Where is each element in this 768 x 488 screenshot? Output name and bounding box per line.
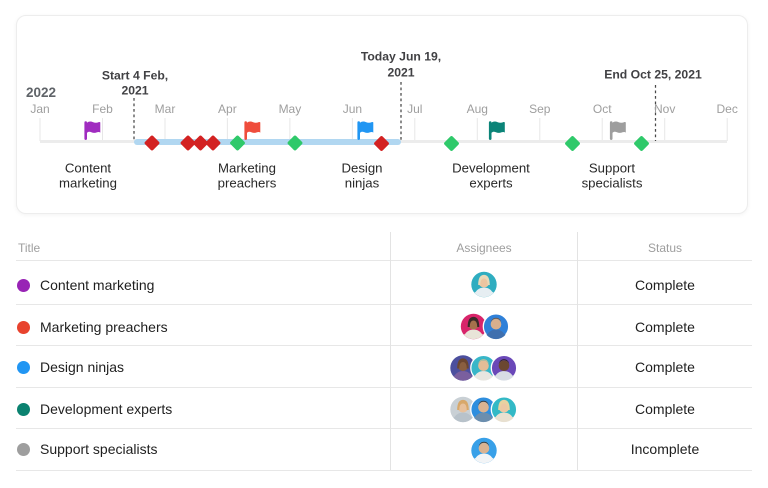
svg-text:Jun: Jun — [343, 102, 362, 116]
svg-text:Apr: Apr — [218, 102, 237, 116]
svg-text:Development: Development — [452, 161, 530, 176]
svg-text:2021: 2021 — [387, 66, 414, 80]
svg-text:Oct: Oct — [593, 102, 612, 116]
svg-text:ninjas: ninjas — [345, 176, 380, 191]
svg-text:2021: 2021 — [121, 84, 148, 98]
svg-text:preachers: preachers — [218, 176, 277, 191]
svg-text:2022: 2022 — [26, 85, 56, 100]
svg-text:Feb: Feb — [92, 102, 113, 116]
svg-text:Today Jun 19,: Today Jun 19, — [361, 50, 441, 64]
svg-text:May: May — [279, 102, 302, 116]
svg-text:Start 4 Feb,: Start 4 Feb, — [102, 69, 168, 83]
svg-text:marketing: marketing — [59, 176, 117, 191]
svg-text:Design: Design — [341, 161, 382, 176]
svg-text:Jul: Jul — [407, 102, 422, 116]
svg-text:Support: Support — [589, 161, 636, 176]
svg-text:End Oct 25, 2021: End Oct 25, 2021 — [604, 68, 702, 82]
svg-text:Marketing: Marketing — [218, 161, 276, 176]
svg-text:Jan: Jan — [30, 102, 49, 116]
svg-text:Dec: Dec — [717, 102, 738, 116]
svg-text:Sep: Sep — [529, 102, 551, 116]
svg-text:Aug: Aug — [467, 102, 488, 116]
svg-text:Nov: Nov — [654, 102, 675, 116]
svg-text:specialists: specialists — [582, 176, 643, 191]
svg-text:Content: Content — [65, 161, 112, 176]
svg-text:experts: experts — [469, 176, 513, 191]
svg-text:Mar: Mar — [155, 102, 176, 116]
